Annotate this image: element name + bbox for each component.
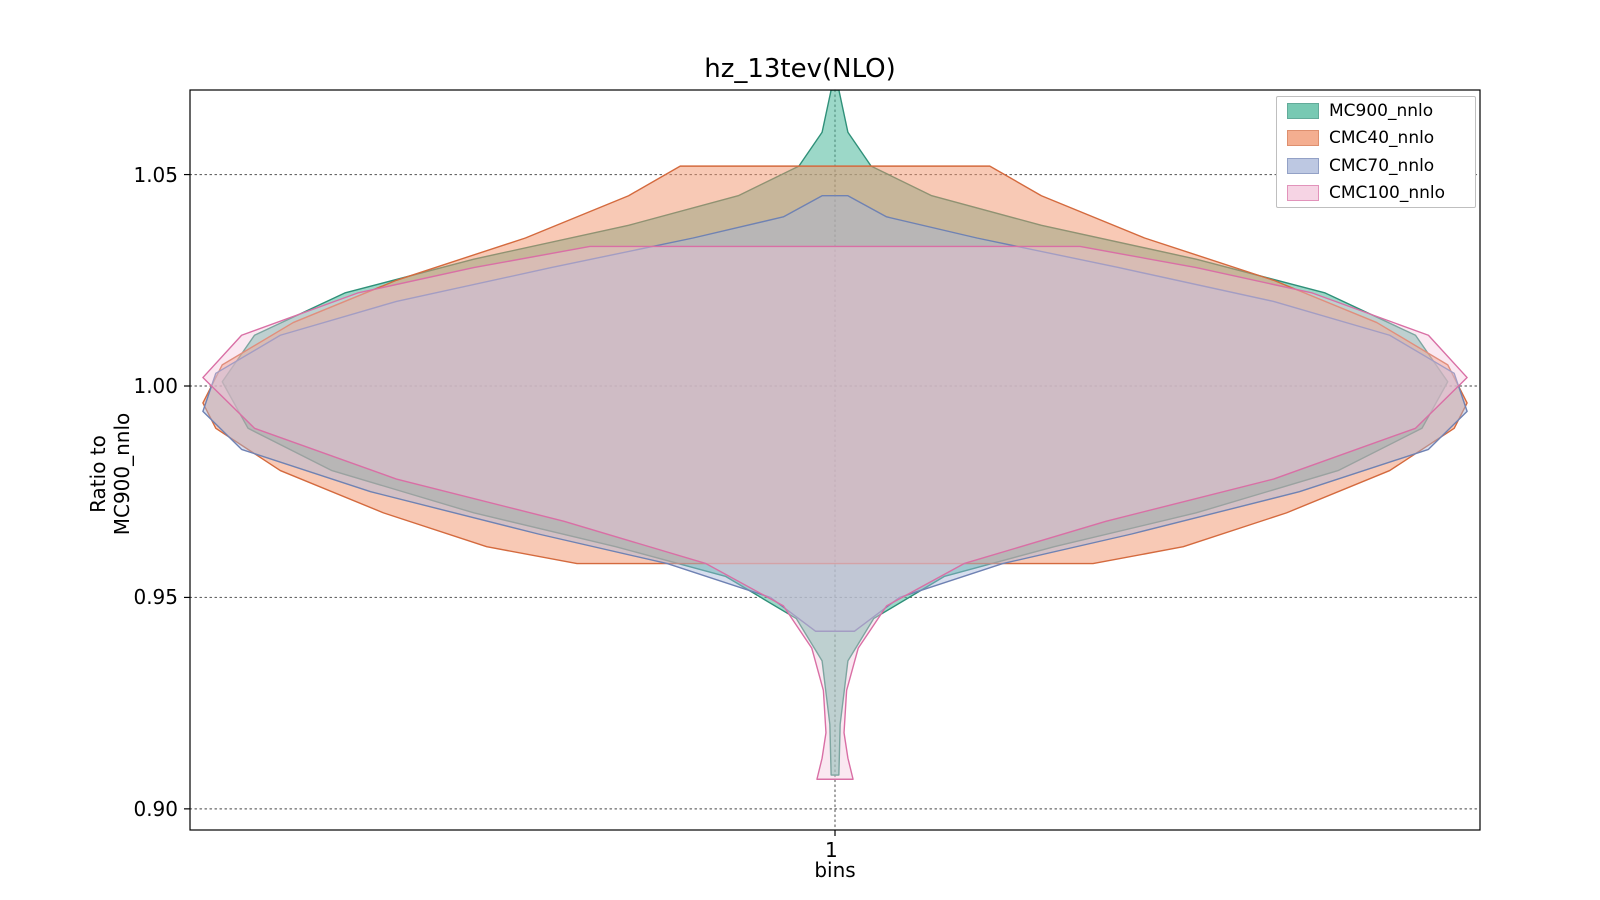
legend-swatch <box>1287 103 1319 119</box>
x-tick-label: 1 <box>825 838 838 862</box>
legend-label: MC900_nnlo <box>1329 101 1433 121</box>
legend-swatch <box>1287 158 1319 174</box>
legend-item: CMC100_nnlo <box>1277 180 1475 208</box>
legend-item: MC900_nnlo <box>1277 97 1475 125</box>
y-tick-label: 1.05 <box>133 163 178 187</box>
legend: MC900_nnlo CMC40_nnlo CMC70_nnlo CMC100_nnl… <box>1276 96 1476 208</box>
legend-label: CMC70_nnlo <box>1329 156 1434 176</box>
legend-item: CMC40_nnlo <box>1277 125 1475 153</box>
legend-swatch <box>1287 130 1319 146</box>
figure-canvas: hz_13tev(NLO) Ratio to MC900_nnlo bins 0… <box>0 0 1600 900</box>
legend-label: CMC100_nnlo <box>1329 183 1445 203</box>
legend-item: CMC70_nnlo <box>1277 152 1475 180</box>
y-tick-label: 1.00 <box>133 374 178 398</box>
legend-label: CMC40_nnlo <box>1329 128 1434 148</box>
y-tick-label: 0.95 <box>133 585 178 609</box>
legend-swatch <box>1287 185 1319 201</box>
y-tick-label: 0.90 <box>133 797 178 821</box>
